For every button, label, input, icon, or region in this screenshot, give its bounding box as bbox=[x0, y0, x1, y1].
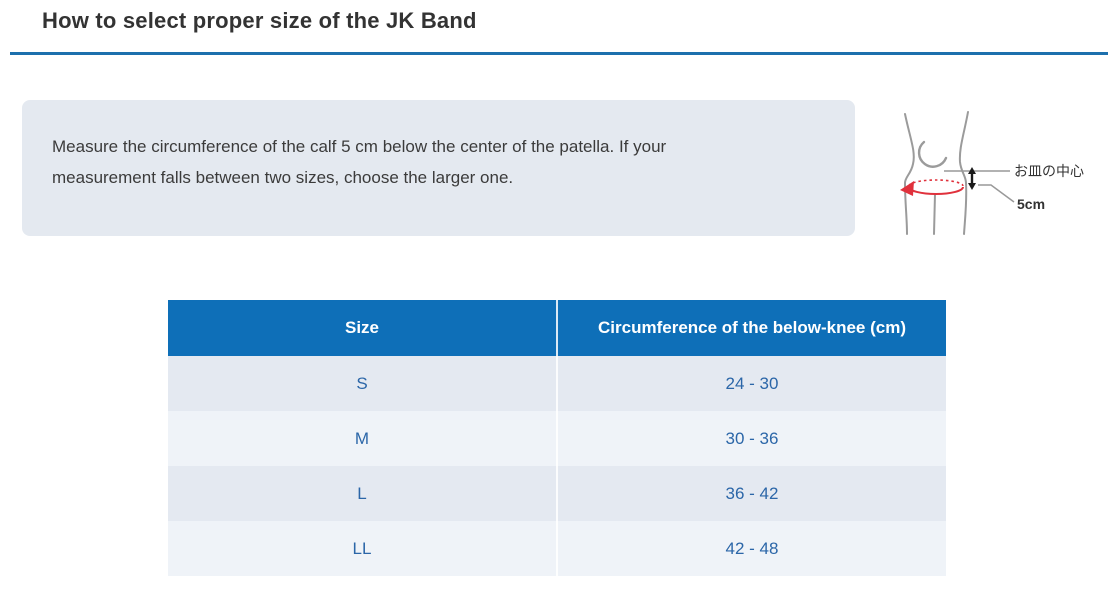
distance-label: 5cm bbox=[1017, 196, 1045, 212]
distance-leader-line bbox=[978, 184, 1015, 203]
page-title: How to select proper size of the JK Band bbox=[42, 8, 477, 33]
knee-measurement-diagram: お皿の中心 5cm bbox=[900, 111, 1084, 235]
patella-shape bbox=[917, 140, 948, 168]
column-header-size: Size bbox=[168, 300, 557, 356]
size-table-header: Size Circumference of the below-knee (cm… bbox=[168, 300, 946, 356]
column-header-circumference: Circumference of the below-knee (cm) bbox=[556, 300, 946, 356]
distance-arrow-icon bbox=[968, 167, 976, 190]
circumference-cell: 36 - 42 bbox=[556, 466, 946, 521]
size-cell: L bbox=[168, 466, 557, 521]
size-cell: M bbox=[168, 411, 557, 466]
size-cell: LL bbox=[168, 521, 557, 576]
leg-outline-icon bbox=[903, 111, 969, 235]
size-cell: S bbox=[168, 356, 557, 411]
circumference-cell: 42 - 48 bbox=[556, 521, 946, 576]
size-table: Size Circumference of the below-knee (cm… bbox=[168, 300, 946, 576]
circumference-cell: 30 - 36 bbox=[556, 411, 946, 466]
table-row: L 36 - 42 bbox=[168, 466, 946, 521]
title-divider bbox=[10, 52, 1108, 55]
table-row: M 30 - 36 bbox=[168, 411, 946, 466]
measuring-band-icon bbox=[900, 179, 964, 196]
measurement-instruction-box: Measure the circumference of the calf 5 … bbox=[22, 100, 855, 236]
patella-center-label: お皿の中心 bbox=[1014, 163, 1084, 179]
circumference-cell: 24 - 30 bbox=[556, 356, 946, 411]
measurement-instruction-text: Measure the circumference of the calf 5 … bbox=[52, 137, 667, 187]
table-row: LL 42 - 48 bbox=[168, 521, 946, 576]
table-header-row: Size Circumference of the below-knee (cm… bbox=[168, 300, 946, 356]
table-row: S 24 - 30 bbox=[168, 356, 946, 411]
